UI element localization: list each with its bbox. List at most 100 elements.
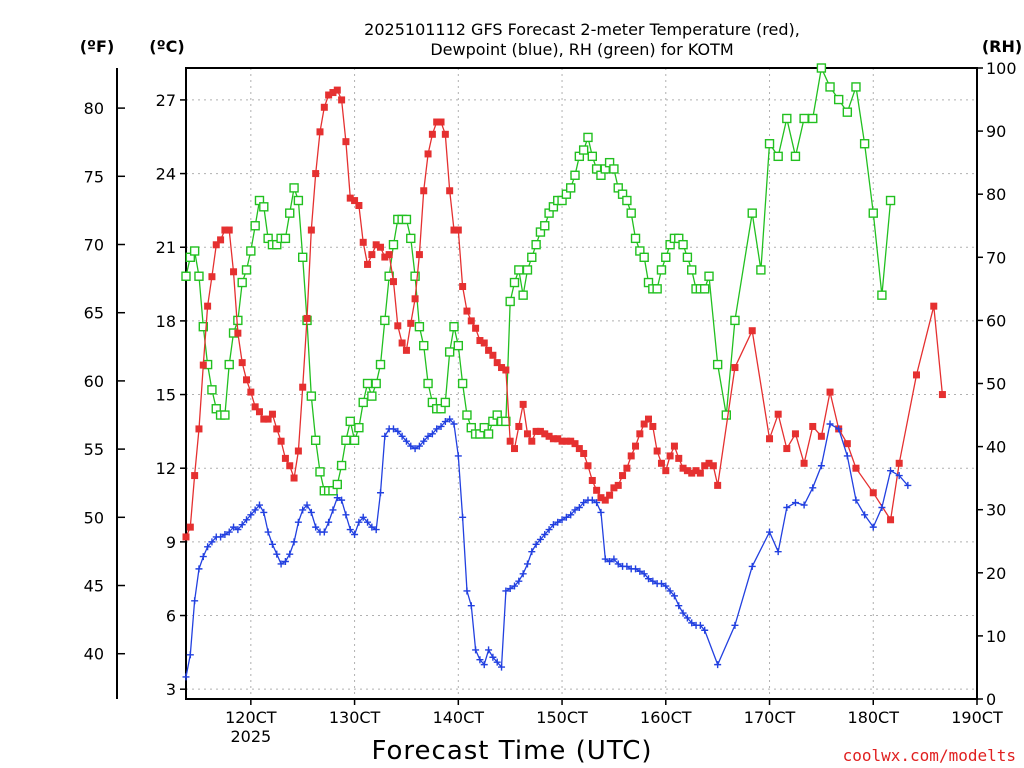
rh-point [747,208,757,218]
rh-point [388,239,399,250]
temperature-point [221,226,229,234]
temperature-point [662,467,670,475]
temperature-point [191,472,199,480]
rh-point [509,277,520,288]
temperature-point [619,472,627,480]
temperature-point [333,86,341,94]
temperature-point [783,445,791,453]
unit-celsius-label: (ºC) [149,37,184,56]
temperature-point [463,307,471,315]
rh-point [587,151,598,162]
dewpoint-point [554,518,562,526]
temperature-point [299,383,307,391]
temperature-point [688,469,696,477]
y-tick-label-celsius: 21 [156,238,176,257]
dewpoint-point [588,496,596,504]
dewpoint-point [377,489,385,497]
dewpoint-point [601,555,609,563]
dewpoint-point [463,587,471,595]
temperature-point [316,128,324,136]
dewpoint-point [389,425,397,433]
temperature-point [186,523,194,531]
dewpoint-point [303,501,311,509]
dewpoint-point [234,526,242,534]
rh-point [609,164,619,174]
rh-point [531,239,541,250]
rh-point [790,151,801,162]
y-tick-label-fahrenheit: 80 [84,99,104,118]
dewpoint-point [670,592,678,600]
dewpoint-point [472,646,480,654]
temperature-point [523,430,531,438]
temperature-point [450,226,458,234]
temperature-point [532,427,540,435]
series-temperature [182,86,946,541]
series-line [185,418,909,678]
rh-point [756,265,766,275]
y-tick-label-celsius: 18 [156,312,176,331]
x-tick-label: 190CT [951,708,1003,727]
temperature-point [277,437,285,445]
temperature-point [826,388,834,396]
dewpoint-point [506,585,514,593]
temperature-point [454,226,462,234]
dewpoint-point [632,565,640,573]
temperature-point [364,260,372,268]
rh-point [462,410,472,420]
temperature-point [195,425,203,433]
temperature-point [312,170,320,178]
dewpoint-point [182,673,190,681]
dewpoint-point [355,518,363,526]
rh-point [315,467,325,477]
rh-point [298,252,308,263]
dewpoint-point [498,663,506,671]
dewpoint-point [580,499,588,507]
dewpoint-point [238,521,246,529]
dewpoint-point [225,528,233,536]
y-tick-label-celsius: 9 [166,533,176,552]
temperature-point [251,403,259,411]
dewpoint-point [346,526,354,534]
temperature-point [748,327,756,335]
rh-point [514,265,524,275]
dewpoint-point [325,518,333,526]
rh-point [332,479,342,490]
temperature-point [441,130,449,138]
y-tick-label-rh: 10 [986,627,1006,646]
dewpoint-point [459,513,467,521]
dewpoint-point [541,530,549,538]
dewpoint-point [433,425,441,433]
temperature-point [536,427,544,435]
temperature-point [597,494,605,502]
series-line [185,65,892,492]
dewpoint-point [852,496,860,504]
temperature-point [584,462,592,470]
y-tick-label-fahrenheit: 60 [84,372,104,391]
dewpoint-point [549,521,557,529]
temperature-point [653,447,661,455]
rh-point [401,214,412,225]
temperature-point [666,452,674,460]
rh-point [583,132,593,143]
rh-point [505,296,515,307]
rh-point [808,113,818,124]
temperature-point [225,226,233,234]
dewpoint-point [221,530,229,538]
y-tick-label-fahrenheit: 75 [84,167,104,186]
chart-title-line2: Dewpoint (blue), RH (green) for KOTM [430,40,733,59]
temperature-point [588,476,596,484]
y-tick-label-celsius: 6 [166,607,176,626]
temperature-point [255,408,263,416]
temperature-point [346,194,354,202]
temperature-point [869,489,877,497]
temperature-point [437,118,445,126]
temperature-point [644,415,652,423]
dewpoint-point [485,646,493,654]
temperature-point [303,314,311,322]
temperature-point [817,432,825,440]
rh-point [349,435,360,445]
rh-point [712,359,723,370]
temperature-point [268,410,276,418]
dewpoint-point [281,558,289,566]
dewpoint-point [243,516,251,524]
